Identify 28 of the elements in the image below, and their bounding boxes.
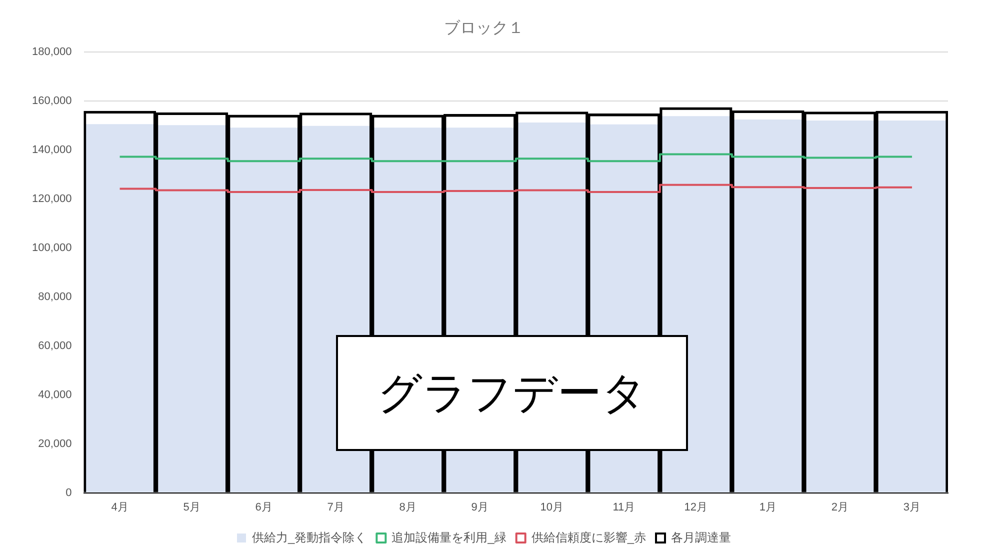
x-tick-label: 6月	[255, 501, 272, 514]
legend-label: 供給力_発動指令除く	[252, 530, 367, 544]
legend-label: 供給信頼度に影響_赤	[531, 530, 646, 544]
y-tick-label: 160,000	[32, 95, 72, 108]
y-tick-label: 60,000	[38, 340, 72, 352]
x-tick-label: 10月	[540, 501, 564, 514]
x-tick-label: 8月	[399, 501, 416, 514]
legend-label: 追加設備量を利用_緑	[392, 530, 506, 544]
y-tick-label: 140,000	[32, 144, 72, 156]
annotation: グラフデータ	[336, 335, 688, 451]
x-tick-label: 9月	[471, 501, 488, 514]
y-tick-label: 100,000	[32, 242, 72, 254]
x-tick-label: 12月	[684, 501, 708, 514]
legend-label: 各月調達量	[671, 530, 732, 544]
y-tick-label: 80,000	[38, 291, 72, 304]
x-tick-label: 2月	[831, 501, 849, 514]
x-tick-label: 3月	[903, 501, 921, 514]
y-tick-label: 180,000	[32, 46, 72, 58]
x-tick-label: 11月	[612, 501, 636, 514]
x-tick-label: 5月	[183, 501, 200, 514]
x-tick-label: 1月	[759, 501, 777, 514]
x-tick-label: 4月	[111, 501, 128, 514]
y-tick-label: 0	[66, 486, 72, 499]
y-tick-label: 40,000	[38, 388, 72, 401]
y-tick-label: 20,000	[38, 438, 72, 450]
x-tick-label: 7月	[327, 501, 344, 514]
y-tick-label: 120,000	[32, 193, 72, 206]
chart-title: ブロック１	[444, 18, 524, 37]
